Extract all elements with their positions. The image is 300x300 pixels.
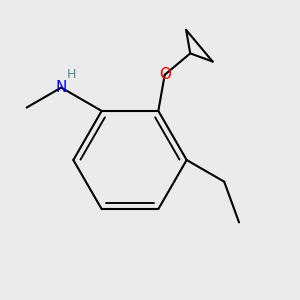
Text: O: O: [159, 67, 171, 82]
Text: H: H: [67, 68, 76, 81]
Text: N: N: [56, 80, 67, 95]
